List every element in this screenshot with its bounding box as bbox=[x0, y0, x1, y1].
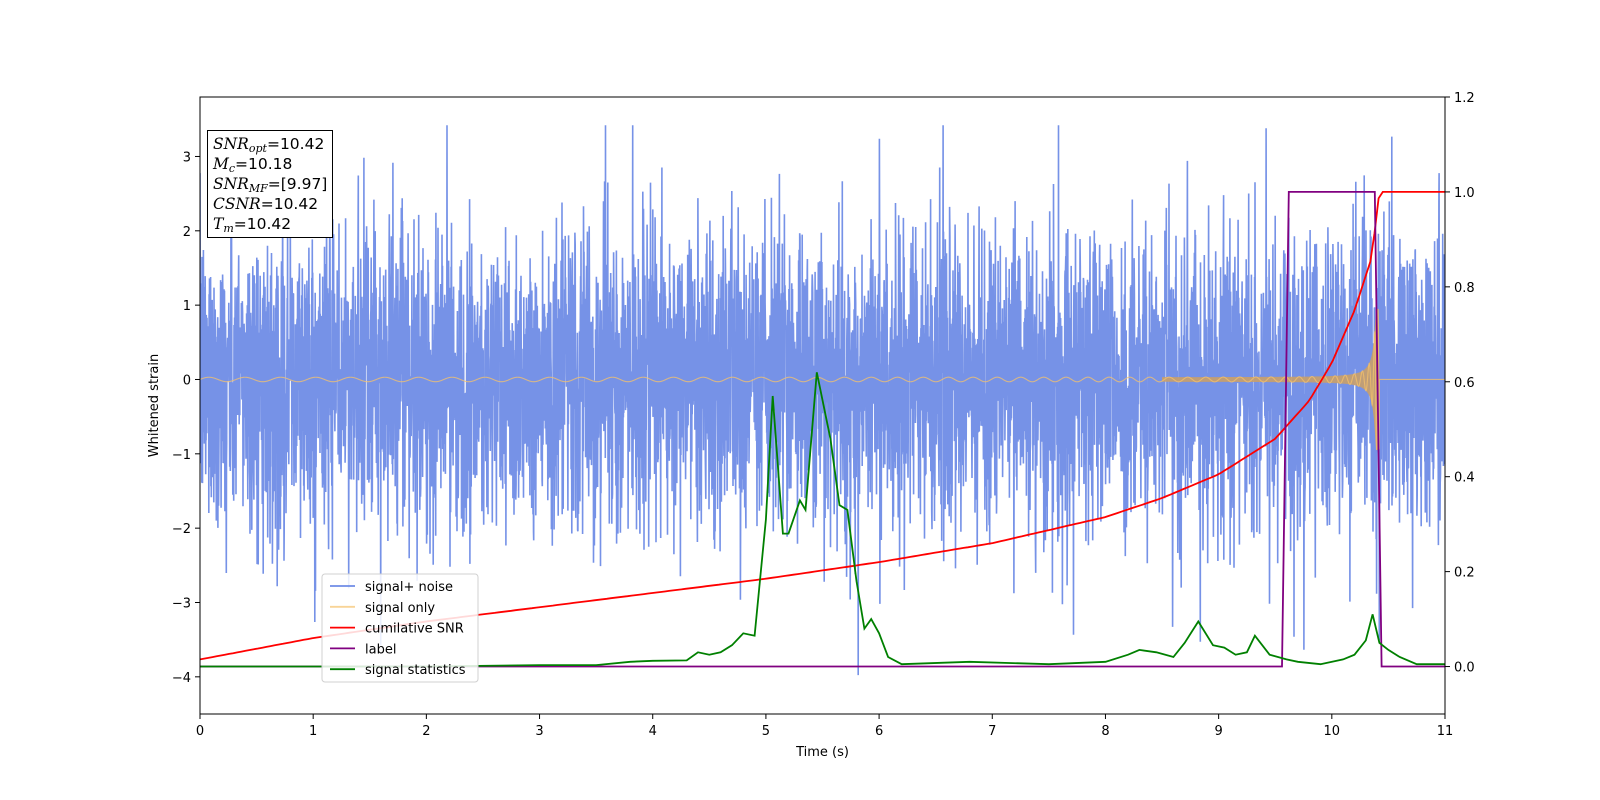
series-signal-statistics bbox=[200, 372, 1445, 668]
y-right-tick-label: 0.4 bbox=[1454, 471, 1475, 486]
legend-entry-label: signal only bbox=[365, 601, 435, 616]
y-axis-label: Whitened strain bbox=[147, 354, 162, 457]
x-axis-label: Time (s) bbox=[795, 745, 849, 760]
csnr-line: CSNR=10.42 bbox=[213, 195, 319, 213]
y-right-tick-label: 1.0 bbox=[1454, 186, 1475, 201]
y-left-tick-label: 1 bbox=[183, 299, 191, 314]
y-left-tick-label: 0 bbox=[183, 373, 191, 388]
x-tick-label: 3 bbox=[535, 724, 543, 739]
snr-mf-line: SNRMF=[9.97] bbox=[213, 175, 328, 195]
series-label bbox=[200, 191, 1445, 668]
x-tick-label: 9 bbox=[1214, 724, 1222, 739]
series-signal-noise bbox=[200, 125, 1445, 676]
x-tick-label: 5 bbox=[762, 724, 770, 739]
axes-frame bbox=[199, 96, 1446, 715]
x-tick-label: 11 bbox=[1437, 724, 1454, 739]
y-left-tick-label: −2 bbox=[172, 522, 191, 537]
y-axis-right: 0.0 0.2 0.4 0.6 0.8 1.0 1.2 bbox=[1445, 91, 1475, 676]
y-left-tick-label: 3 bbox=[183, 150, 191, 165]
legend-entry-label: label bbox=[365, 642, 396, 657]
legend: signal+ noise signal only cumilative SNR la… bbox=[321, 573, 479, 683]
x-tick-label: 0 bbox=[196, 724, 204, 739]
y-right-tick-label: 0.2 bbox=[1454, 566, 1475, 581]
series-signal-only bbox=[200, 308, 1445, 451]
signal-noise-line bbox=[200, 125, 1445, 676]
legend-box bbox=[321, 573, 479, 683]
y-left-tick-label: −1 bbox=[172, 448, 191, 463]
legend-entry-label: cumilative SNR bbox=[365, 622, 464, 637]
x-tick-label: 10 bbox=[1324, 724, 1341, 739]
y-right-tick-label: 0.0 bbox=[1454, 661, 1475, 676]
snr-info-box: SNRopt=10.42 Mc=10.18 SNRMF=[9.97] CSNR=… bbox=[207, 130, 334, 238]
y-right-tick-label: 0.8 bbox=[1454, 281, 1475, 296]
legend-entry-label: signal+ noise bbox=[365, 580, 453, 595]
signal-only-line bbox=[200, 308, 1445, 451]
x-tick-label: 2 bbox=[422, 724, 430, 739]
x-tick-label: 1 bbox=[309, 724, 317, 739]
mc-line: Mc=10.18 bbox=[213, 155, 293, 175]
signal-statistics-line bbox=[200, 372, 1445, 668]
x-tick-label: 6 bbox=[875, 724, 883, 739]
y-right-tick-label: 0.6 bbox=[1454, 376, 1475, 391]
y-axis-left: −4 −3 −2 −1 0 1 2 3 bbox=[172, 150, 200, 686]
y-left-tick-label: −4 bbox=[172, 671, 191, 686]
x-tick-label: 4 bbox=[649, 724, 657, 739]
x-tick-label: 8 bbox=[1101, 724, 1109, 739]
label-line bbox=[200, 191, 1445, 668]
y-right-tick-label: 1.2 bbox=[1454, 91, 1475, 106]
y-left-tick-label: 2 bbox=[183, 225, 191, 240]
signal-envelope bbox=[1162, 308, 1380, 451]
y-left-tick-label: −3 bbox=[172, 596, 191, 611]
x-axis: 0 1 2 3 4 5 6 7 8 9 10 11 bbox=[196, 714, 1453, 739]
legend-entry-label: signal statistics bbox=[365, 663, 466, 678]
tm-line: Tm=10.42 bbox=[213, 215, 292, 235]
snr-opt-line: SNRopt=10.42 bbox=[213, 135, 325, 155]
x-tick-label: 7 bbox=[988, 724, 996, 739]
